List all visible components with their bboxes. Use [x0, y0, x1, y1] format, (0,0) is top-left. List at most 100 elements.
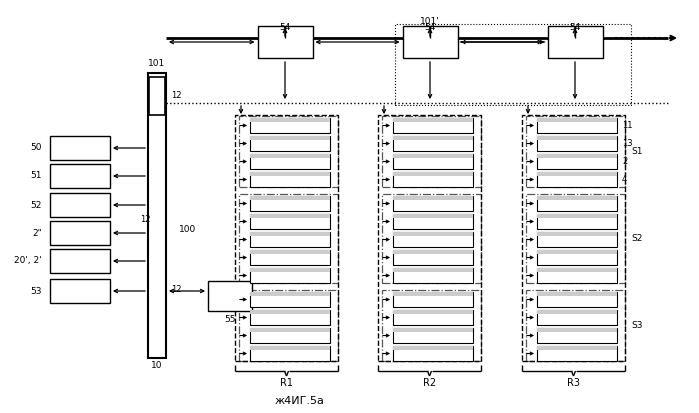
- Text: 13: 13: [622, 139, 633, 148]
- Bar: [50, 193, 110, 217]
- Bar: [239, 116, 338, 187]
- Bar: [393, 268, 473, 272]
- Bar: [393, 328, 473, 343]
- Bar: [50, 249, 110, 273]
- Bar: [522, 115, 625, 361]
- Text: 54: 54: [424, 24, 435, 33]
- Text: 54: 54: [280, 24, 291, 33]
- Bar: [537, 232, 617, 236]
- Bar: [50, 136, 110, 160]
- Bar: [537, 118, 617, 122]
- Bar: [537, 292, 617, 296]
- Bar: [537, 346, 617, 350]
- Bar: [250, 196, 330, 211]
- Bar: [547, 26, 603, 58]
- Text: 4: 4: [622, 175, 627, 184]
- Text: 53: 53: [31, 287, 42, 295]
- Text: 12: 12: [171, 90, 181, 100]
- Bar: [250, 214, 330, 218]
- Bar: [393, 136, 473, 140]
- Bar: [50, 221, 110, 245]
- Bar: [250, 250, 330, 254]
- Text: R3: R3: [567, 378, 580, 388]
- Bar: [537, 268, 617, 272]
- Bar: [239, 290, 338, 361]
- Bar: [393, 154, 473, 158]
- Bar: [393, 196, 473, 200]
- Bar: [250, 196, 330, 200]
- Bar: [537, 292, 617, 307]
- Text: 54: 54: [569, 24, 581, 33]
- Text: 55: 55: [224, 315, 236, 323]
- Text: R2: R2: [423, 378, 436, 388]
- Bar: [393, 250, 473, 265]
- Bar: [393, 118, 473, 133]
- Text: 2: 2: [622, 157, 627, 166]
- Bar: [250, 250, 330, 265]
- Text: 50: 50: [31, 143, 42, 152]
- Bar: [537, 310, 617, 325]
- Text: S1: S1: [631, 147, 642, 156]
- Bar: [537, 172, 617, 176]
- Bar: [393, 328, 473, 332]
- Bar: [250, 154, 330, 158]
- Bar: [382, 290, 481, 361]
- Bar: [537, 250, 617, 265]
- Bar: [537, 346, 617, 361]
- Text: 2": 2": [32, 228, 42, 237]
- Bar: [537, 214, 617, 218]
- Bar: [239, 194, 338, 283]
- Bar: [250, 232, 330, 236]
- Bar: [250, 328, 330, 343]
- Bar: [250, 310, 330, 325]
- Bar: [393, 196, 473, 211]
- Bar: [537, 136, 617, 151]
- Bar: [393, 136, 473, 151]
- Bar: [378, 115, 481, 361]
- Bar: [250, 172, 330, 187]
- Bar: [393, 214, 473, 229]
- Bar: [250, 292, 330, 296]
- Bar: [393, 268, 473, 283]
- Bar: [393, 292, 473, 307]
- Bar: [393, 214, 473, 218]
- Bar: [393, 250, 473, 254]
- Bar: [250, 346, 330, 350]
- Text: ж4ИГ.5a: ж4ИГ.5a: [275, 396, 325, 406]
- Bar: [537, 310, 617, 314]
- Bar: [250, 172, 330, 176]
- Bar: [393, 172, 473, 176]
- Text: 12: 12: [140, 214, 150, 223]
- Bar: [50, 164, 110, 188]
- Bar: [250, 136, 330, 140]
- Text: 51: 51: [31, 171, 42, 180]
- Bar: [526, 194, 625, 283]
- Bar: [537, 214, 617, 229]
- Bar: [393, 232, 473, 236]
- Text: S3: S3: [631, 321, 642, 330]
- Bar: [250, 292, 330, 307]
- Text: 52: 52: [31, 200, 42, 209]
- Bar: [235, 115, 338, 361]
- Bar: [526, 116, 625, 187]
- Bar: [50, 279, 110, 303]
- Bar: [382, 194, 481, 283]
- Bar: [393, 154, 473, 169]
- Bar: [394, 24, 630, 105]
- Bar: [537, 154, 617, 169]
- Bar: [208, 281, 252, 311]
- Bar: [250, 118, 330, 122]
- Bar: [537, 232, 617, 247]
- Bar: [393, 118, 473, 122]
- Bar: [382, 116, 481, 187]
- Bar: [393, 310, 473, 314]
- Bar: [250, 154, 330, 169]
- Bar: [537, 118, 617, 133]
- Text: 100: 100: [180, 225, 196, 234]
- Bar: [537, 250, 617, 254]
- Bar: [537, 196, 617, 211]
- Bar: [250, 310, 330, 314]
- Text: 12: 12: [171, 285, 181, 294]
- Bar: [393, 292, 473, 296]
- Bar: [393, 346, 473, 361]
